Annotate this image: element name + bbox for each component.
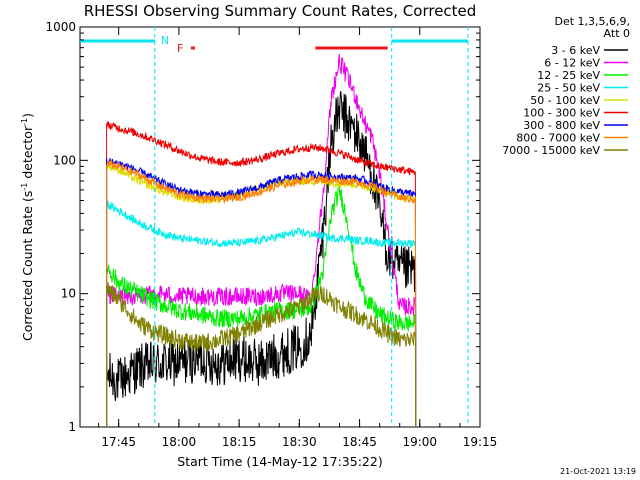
y-tick-label-0: 1 bbox=[68, 420, 76, 434]
series-line-8 bbox=[106, 282, 417, 428]
series-line-3 bbox=[106, 199, 417, 428]
chart-title: RHESSI Observing Summary Count Rates, Co… bbox=[84, 2, 477, 20]
y-axis-label: Corrected Count Rate (s-1 detector-1) bbox=[20, 113, 35, 341]
plot-frame bbox=[79, 26, 481, 428]
legend-label-3: 25 - 50 keV bbox=[537, 82, 600, 95]
series-line-5 bbox=[106, 120, 417, 428]
legend-label-7: 800 - 7000 keV bbox=[516, 132, 600, 145]
legend-label-5: 100 - 300 keV bbox=[523, 107, 600, 120]
series-line-6 bbox=[106, 157, 417, 428]
y-tick-label-1: 10 bbox=[61, 287, 76, 301]
series-line-2 bbox=[106, 183, 417, 428]
y-tick-label-3: 1000 bbox=[45, 20, 76, 34]
legend-label-4: 50 - 100 keV bbox=[530, 94, 600, 107]
legend-label-8: 7000 - 15000 keV bbox=[502, 144, 600, 157]
legend-label-0: 3 - 6 keV bbox=[551, 44, 600, 57]
y-label-exp2: -1 bbox=[20, 118, 29, 126]
legend-header-1: Det 1,3,5,6,9, bbox=[554, 15, 630, 28]
y-label-end: ) bbox=[20, 113, 35, 118]
legend-label-2: 12 - 25 keV bbox=[537, 69, 600, 82]
flare-marker: F bbox=[177, 42, 183, 55]
annotation-layer: NF bbox=[80, 27, 469, 427]
x-tick-label-4: 18:45 bbox=[342, 435, 377, 449]
legend-label-6: 300 - 800 keV bbox=[523, 119, 600, 132]
axis-layer: 17:45 18:00 18:15 18:30 18:45 19:00 19:15 1 10 10… bbox=[45, 20, 497, 449]
x-tick-label-6: 19:15 bbox=[463, 435, 498, 449]
x-tick-label-5: 19:00 bbox=[402, 435, 437, 449]
x-axis-label: Start Time (14-May-12 17:35:22) bbox=[177, 454, 382, 469]
y-tick-label-2: 100 bbox=[53, 153, 76, 167]
x-tick-label-2: 18:15 bbox=[222, 435, 257, 449]
y-label-mid: detector bbox=[20, 125, 35, 183]
legend-header-2: Att 0 bbox=[604, 27, 630, 40]
x-tick-label-0: 17:45 bbox=[101, 435, 136, 449]
x-tick-label-3: 18:30 bbox=[282, 435, 317, 449]
legend-label-1: 6 - 12 keV bbox=[544, 57, 600, 70]
y-label-main: Corrected Count Rate (s bbox=[20, 191, 35, 341]
night-marker: N bbox=[161, 34, 169, 47]
series-line-7 bbox=[106, 159, 417, 428]
series-line-0 bbox=[106, 91, 417, 428]
footer-date: 21-Oct-2021 13:19 bbox=[560, 467, 636, 476]
y-label-exp1: -1 bbox=[20, 183, 29, 191]
x-tick-label-1: 18:00 bbox=[162, 435, 197, 449]
series-layer bbox=[106, 53, 417, 428]
